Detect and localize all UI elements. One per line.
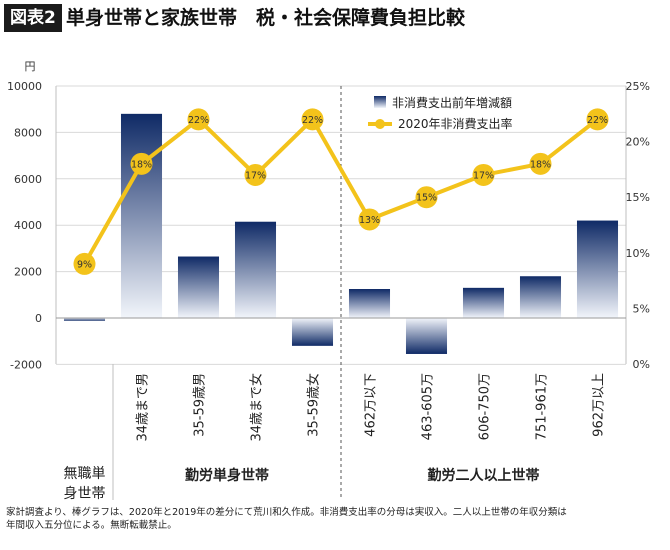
bar [462, 287, 505, 318]
bar [291, 318, 334, 346]
y-right-tick-label: 20% [626, 136, 650, 149]
figure-title: 単身世帯と家族世帯 税・社会保障費負担比較 [66, 7, 466, 29]
line-data-label: 9% [77, 259, 92, 270]
bar [405, 318, 448, 354]
x-tick-label: 962万以上 [592, 373, 607, 437]
line-point [187, 108, 210, 131]
bar-series [63, 113, 619, 354]
x-standalone-label: 無職単 [64, 466, 106, 482]
legend-bar-label: 非消費支出前年増減額 [392, 95, 512, 110]
line-data-label: 17% [245, 170, 266, 181]
line-data-label: 18% [530, 159, 551, 170]
y-left-tick-label: 4000 [14, 219, 42, 232]
chart-svg: 9% 18% 22% 17% 22% 13% 15% 17% 18% 22% -2000 0 2000… [7, 60, 650, 502]
bar [234, 221, 277, 318]
line-series-path [82, 117, 599, 265]
line-point [358, 208, 381, 231]
x-standalone-label: 身世帯 [64, 486, 106, 502]
line-point [415, 186, 438, 209]
line-data-label: 15% [416, 193, 437, 204]
line-point [73, 252, 96, 275]
y-right-tick-label: 25% [626, 80, 650, 93]
y-right-tick-label: 10% [626, 247, 650, 260]
footnote-line-2: 年間収入五分位による。無断転載禁止。 [6, 520, 177, 531]
x-tick-label: 751-961万 [535, 373, 550, 440]
bar [120, 113, 163, 318]
bar [177, 256, 220, 318]
bar [348, 289, 391, 318]
y-right-tick-label: 5% [633, 302, 650, 315]
y-left-tick-label: 0 [35, 312, 42, 325]
line-data-label: 22% [587, 115, 608, 126]
bar [63, 318, 106, 321]
line-point [244, 163, 267, 186]
group-label: 勤労単身世帯 [185, 467, 269, 484]
x-tick-label: 34歳まで女 [249, 373, 265, 442]
line-data-label: 18% [131, 159, 152, 170]
x-tick-label: 606-750万 [478, 373, 493, 440]
line-data-label: 22% [188, 115, 209, 126]
line-point [529, 152, 552, 175]
y-left-tick-label: 6000 [14, 173, 42, 186]
axes: -2000 0 2000 4000 6000 8000 10000 円 0% 5% 10% 15% 20… [7, 60, 650, 371]
x-tick-label: 35-59歳女 [306, 373, 322, 437]
y-right-tick-label: 15% [626, 191, 650, 204]
line-point [586, 108, 609, 131]
group-label: 勤労二人以上世帯 [428, 467, 540, 484]
legend-bar-swatch [374, 96, 386, 108]
y-left-tick-label: 8000 [14, 126, 42, 139]
group-dividers [112, 86, 342, 500]
legend-line-label: 2020年非消費支出率 [398, 116, 513, 131]
chart-area: 9% 18% 22% 17% 22% 13% 15% 17% 18% 22% -2000 0 2000… [0, 36, 670, 504]
footnote: 家計調査より、棒グラフは、2020年と2019年の差分にて荒川和久作成。非消費支… [6, 506, 666, 532]
line-series: 9% 18% 22% 17% 22% 13% 15% 17% 18% 22% [73, 108, 609, 275]
line-data-label: 13% [359, 215, 380, 226]
bar [576, 220, 619, 318]
line-data-label: 17% [473, 170, 494, 181]
y-left-tick-label: -2000 [10, 358, 42, 371]
legend: 非消費支出前年増減額 2020年非消費支出率 [368, 95, 513, 131]
line-point [472, 163, 495, 186]
x-tick-label: 35-59歳男 [193, 373, 208, 437]
figure-number-badge: 図表2 [4, 4, 62, 32]
line-point [130, 152, 153, 175]
y-right-tick-label: 0% [633, 358, 650, 371]
figure-header: 図表2 単身世帯と家族世帯 税・社会保障費負担比較 [0, 0, 670, 36]
line-data-label: 22% [302, 115, 323, 126]
x-tick-labels: 34歳まで男 35-59歳男 34歳まで女 35-59歳女 462万以下 463-605万… [64, 373, 607, 502]
x-tick-label: 463-605万 [421, 373, 436, 440]
legend-line-marker [375, 119, 385, 129]
y-left-tick-label: 10000 [7, 80, 42, 93]
footnote-line-1: 家計調査より、棒グラフは、2020年と2019年の差分にて荒川和久作成。非消費支… [6, 507, 567, 518]
line-point [301, 108, 324, 131]
y-left-unit-label: 円 [25, 60, 36, 73]
x-tick-label: 34歳まで男 [136, 373, 151, 442]
y-left-tick-label: 2000 [14, 266, 42, 279]
x-tick-label: 462万以下 [364, 373, 379, 437]
bar [519, 276, 562, 318]
